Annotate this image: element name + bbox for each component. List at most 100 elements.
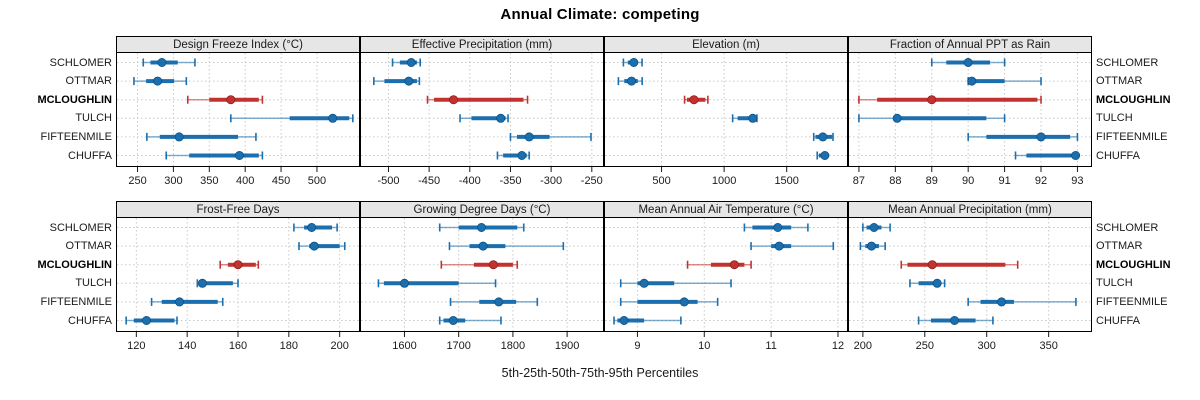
tick-label-elevation-m--500: 500 — [652, 175, 670, 187]
series-tulch-fraction-of-annual-ppt-as-rain — [858, 113, 1006, 123]
tick-label-fraction-of-annual-ppt-as-rain-87: 87 — [853, 175, 865, 187]
series-tulch-growing-degree-days-c- — [377, 278, 497, 288]
series-ottmar-effective-precipitation-mm- — [373, 76, 421, 86]
series-fifteenmile-mean-annual-precipitation-mm- — [967, 297, 1077, 307]
tick-label-growing-degree-days-c--1600: 1600 — [392, 340, 416, 352]
series-fifteenmile-design-freeze-index-c- — [146, 132, 257, 142]
panel-strip-frost-free-days: Frost-Free Days — [116, 201, 360, 218]
series-schlomer-effective-precipitation-mm- — [391, 58, 421, 67]
tick-label-effective-precipitation-mm---500: -500 — [377, 175, 399, 187]
site-label-right-tulch-row0: TULCH — [1096, 112, 1133, 125]
panel-plot-mean-annual-air-temperature-c-: 9 10 11 12 — [604, 217, 848, 352]
series-chuffa-growing-degree-days-c- — [438, 316, 502, 326]
tick-label-mean-annual-precipitation-mm--250: 250 — [916, 340, 934, 352]
site-label-left-mcloughlin-row1: MCLOUGHLIN — [37, 258, 112, 271]
panel-strip-growing-degree-days-c-: Growing Degree Days (°C) — [360, 201, 604, 218]
site-label-right-fifteenmile-row0: FIFTEENMILE — [1096, 130, 1168, 143]
site-label-left-ottmar-row1: OTTMAR — [65, 240, 112, 253]
series-ottmar-fraction-of-annual-ppt-as-rain — [967, 76, 1042, 86]
panel-plot-fraction-of-annual-ppt-as-rain: 87 88 89 90 91 92 93 — [848, 52, 1092, 187]
site-label-right-schlomer-row1: SCHLOMER — [1096, 221, 1159, 234]
site-label-left-fifteenmile-row1: FIFTEENMILE — [40, 295, 112, 308]
series-chuffa-elevation-m- — [816, 151, 830, 161]
series-fifteenmile-effective-precipitation-mm- — [509, 132, 592, 142]
series-mcloughlin-frost-free-days — [219, 260, 260, 270]
tick-label-frost-free-days-120: 120 — [127, 340, 145, 352]
series-mcloughlin-mean-annual-air-temperature-c- — [686, 260, 752, 270]
series-tulch-mean-annual-precipitation-mm- — [909, 278, 946, 288]
series-ottmar-mean-annual-air-temperature-c- — [750, 241, 835, 251]
tick-label-effective-precipitation-mm---250: -250 — [581, 175, 603, 187]
series-fifteenmile-fraction-of-annual-ppt-as-rain — [967, 132, 1079, 142]
series-schlomer-design-freeze-index-c- — [142, 58, 196, 67]
panel-plot-growing-degree-days-c-: 1600 1700 1800 1900 — [360, 217, 604, 352]
series-fifteenmile-frost-free-days — [150, 297, 224, 307]
panel-strip-mean-annual-precipitation-mm-: Mean Annual Precipitation (mm) — [848, 201, 1092, 218]
site-label-right-ottmar-row1: OTTMAR — [1096, 240, 1143, 253]
panel-plot-frost-free-days: 120 140 160 180 200 — [116, 217, 360, 352]
tick-label-design-freeze-index-c--350: 350 — [200, 175, 218, 187]
tick-label-mean-annual-air-temperature-c--9: 9 — [634, 340, 640, 352]
tick-label-fraction-of-annual-ppt-as-rain-93: 93 — [1071, 175, 1083, 187]
series-chuffa-frost-free-days — [125, 316, 178, 326]
tick-label-mean-annual-air-temperature-c--12: 12 — [832, 340, 844, 352]
series-schlomer-growing-degree-days-c- — [438, 223, 525, 232]
series-tulch-effective-precipitation-mm- — [459, 113, 509, 123]
panel-plot-design-freeze-index-c-: 250 300 350 400 450 500 — [116, 52, 360, 187]
series-schlomer-fraction-of-annual-ppt-as-rain — [930, 58, 1006, 67]
tick-label-design-freeze-index-c--450: 450 — [272, 175, 290, 187]
site-label-left-mcloughlin-row0: MCLOUGHLIN — [37, 93, 112, 106]
panel-strip-elevation-m-: Elevation (m) — [604, 36, 848, 53]
site-label-right-mcloughlin-row0: MCLOUGHLIN — [1096, 93, 1171, 106]
tick-label-mean-annual-precipitation-mm--200: 200 — [854, 340, 872, 352]
series-tulch-frost-free-days — [196, 278, 239, 288]
site-label-right-chuffa-row1: CHUFFA — [1096, 314, 1140, 327]
tick-label-mean-annual-precipitation-mm--350: 350 — [1039, 340, 1057, 352]
site-label-left-chuffa-row1: CHUFFA — [68, 314, 112, 327]
site-label-left-chuffa-row0: CHUFFA — [68, 149, 112, 162]
site-label-right-tulch-row1: TULCH — [1096, 277, 1133, 290]
tick-label-effective-precipitation-mm---450: -450 — [418, 175, 440, 187]
series-fifteenmile-mean-annual-air-temperature-c- — [619, 297, 719, 307]
tick-label-fraction-of-annual-ppt-as-rain-92: 92 — [1035, 175, 1047, 187]
series-fifteenmile-elevation-m- — [812, 132, 834, 142]
panel-strip-mean-annual-air-temperature-c-: Mean Annual Air Temperature (°C) — [604, 201, 848, 218]
tick-label-mean-annual-air-temperature-c--10: 10 — [698, 340, 710, 352]
series-chuffa-effective-precipitation-mm- — [496, 151, 530, 161]
series-chuffa-fraction-of-annual-ppt-as-rain — [1014, 151, 1081, 161]
panel-plot-elevation-m-: 500 1000 1500 — [604, 52, 848, 187]
site-label-left-fifteenmile-row0: FIFTEENMILE — [40, 130, 112, 143]
tick-label-elevation-m--1000: 1000 — [712, 175, 736, 187]
tick-label-fraction-of-annual-ppt-as-rain-91: 91 — [998, 175, 1010, 187]
panel-strip-effective-precipitation-mm-: Effective Precipitation (mm) — [360, 36, 604, 53]
series-mcloughlin-effective-precipitation-mm- — [426, 95, 529, 105]
series-schlomer-mean-annual-precipitation-mm- — [862, 223, 891, 232]
series-mcloughlin-mean-annual-precipitation-mm- — [900, 260, 1019, 270]
site-label-left-schlomer-row1: SCHLOMER — [49, 221, 112, 234]
tick-label-design-freeze-index-c--300: 300 — [164, 175, 182, 187]
site-label-left-schlomer-row0: SCHLOMER — [49, 56, 112, 69]
chart-title: Annual Climate: competing — [500, 6, 700, 23]
tick-label-mean-annual-precipitation-mm--300: 300 — [978, 340, 996, 352]
panel-plot-mean-annual-precipitation-mm-: 200 250 300 350 — [848, 217, 1092, 352]
panel-strip-design-freeze-index-c-: Design Freeze Index (°C) — [116, 36, 360, 53]
tick-label-growing-degree-days-c--1700: 1700 — [446, 340, 470, 352]
tick-label-mean-annual-air-temperature-c--11: 11 — [765, 340, 776, 352]
series-schlomer-mean-annual-air-temperature-c- — [743, 223, 809, 232]
site-label-right-fifteenmile-row1: FIFTEENMILE — [1096, 295, 1168, 308]
series-mcloughlin-fraction-of-annual-ppt-as-rain — [858, 95, 1042, 105]
percentile-axis-caption: 5th-25th-50th-75th-95th Percentiles — [501, 366, 699, 380]
tick-label-frost-free-days-140: 140 — [178, 340, 196, 352]
site-label-left-ottmar-row0: OTTMAR — [65, 75, 112, 88]
tick-label-growing-degree-days-c--1800: 1800 — [501, 340, 525, 352]
site-label-left-tulch-row1: TULCH — [75, 277, 112, 290]
tick-label-elevation-m--1500: 1500 — [774, 175, 798, 187]
series-mcloughlin-growing-degree-days-c- — [440, 260, 519, 270]
site-label-right-ottmar-row0: OTTMAR — [1096, 75, 1143, 88]
series-fifteenmile-growing-degree-days-c- — [449, 297, 539, 307]
site-label-right-schlomer-row0: SCHLOMER — [1096, 56, 1159, 69]
site-label-right-chuffa-row0: CHUFFA — [1096, 149, 1140, 162]
tick-label-frost-free-days-200: 200 — [330, 340, 348, 352]
tick-label-fraction-of-annual-ppt-as-rain-90: 90 — [962, 175, 974, 187]
series-chuffa-mean-annual-precipitation-mm- — [917, 316, 994, 326]
